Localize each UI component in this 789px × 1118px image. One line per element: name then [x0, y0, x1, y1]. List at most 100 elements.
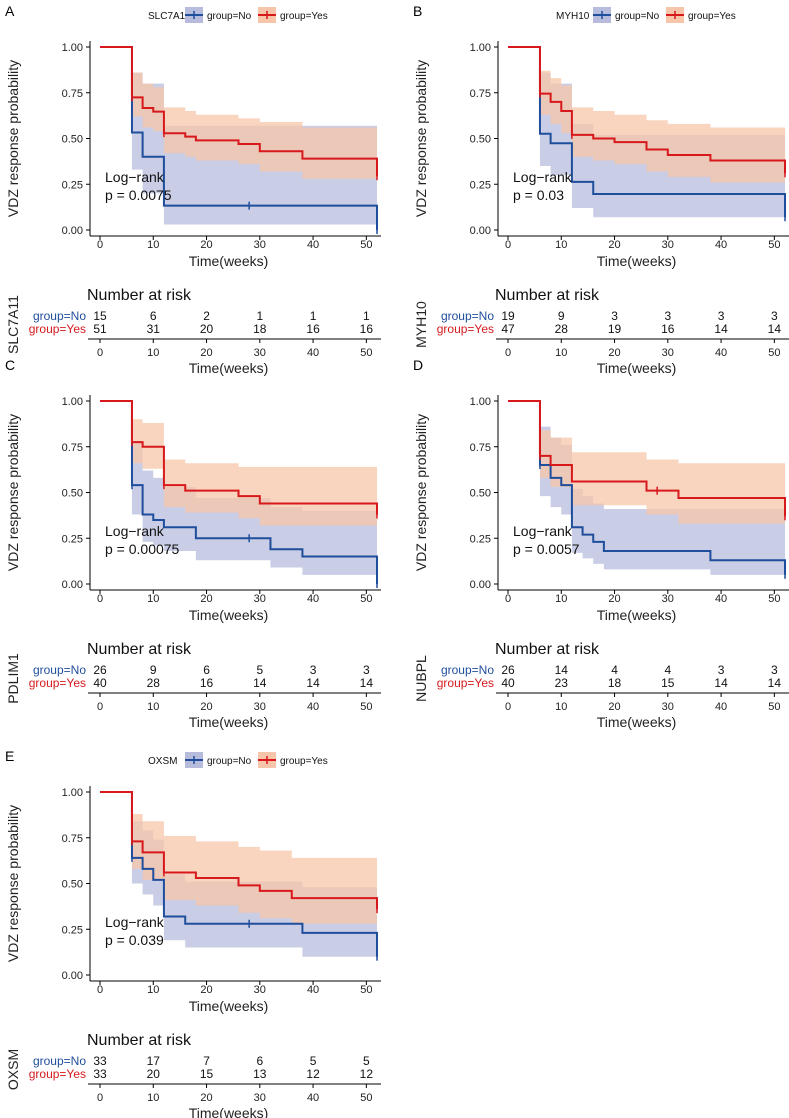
logrank-label: Log−rank: [513, 523, 573, 539]
risk-count: 14: [555, 663, 569, 677]
risk-count: 28: [147, 676, 161, 690]
risk-x-tick-label: 50: [360, 1092, 372, 1104]
risk-x-tick-label: 30: [662, 347, 674, 359]
x-tick-label: 50: [360, 984, 372, 996]
risk-x-tick-label: 0: [97, 701, 103, 713]
risk-x-tick-label: 10: [555, 701, 567, 713]
y-tick-label: 0.50: [470, 134, 491, 146]
risk-row-label-no: group=No: [33, 1054, 86, 1068]
panel-label: A: [5, 3, 15, 19]
risk-count: 14: [768, 322, 782, 336]
km-panel-d: D0.000.250.500.751.000 10 20 30 40 50Time(wee…: [413, 357, 789, 730]
x-tick-label: 30: [254, 984, 266, 996]
risk-x-tick-label: 0: [505, 701, 511, 713]
risk-count: 31: [147, 322, 161, 336]
y-tick-label: 0.75: [62, 88, 83, 100]
y-tick-label: 0.50: [470, 488, 491, 500]
risk-count: 19: [501, 309, 515, 323]
risk-count: 13: [253, 1067, 267, 1081]
y-axis-title: VDZ response probability: [413, 414, 429, 571]
risk-count: 40: [93, 676, 107, 690]
risk-x-tick-label: 20: [200, 701, 212, 713]
risk-x-axis-title: Time(weeks): [189, 360, 269, 376]
legend-entry-no: group=No: [207, 11, 252, 22]
y-tick-label: 0.00: [62, 970, 83, 982]
x-axis-title: Time(weeks): [189, 607, 269, 623]
risk-count: 28: [555, 322, 569, 336]
panel-label: E: [5, 748, 14, 764]
risk-count: 6: [256, 1054, 263, 1068]
risk-count: 5: [363, 1054, 370, 1068]
legend-entry-yes: group=Yes: [688, 11, 736, 22]
km-panel-b: B MYH10 group=No group=Yes0.000.250.500.751…: [413, 3, 789, 376]
x-tick-label: 0: [97, 984, 103, 996]
risk-count: 12: [306, 1067, 320, 1081]
y-tick-label: 0.00: [470, 579, 491, 591]
risk-count: 3: [771, 309, 778, 323]
risk-x-tick-label: 30: [254, 1092, 266, 1104]
risk-x-tick-label: 20: [200, 347, 212, 359]
km-curve-yes: [508, 46, 786, 174]
risk-count: 1: [363, 309, 370, 323]
x-tick-label: 0: [505, 593, 511, 605]
y-tick-label: 0.25: [470, 179, 491, 191]
legend-title: MYH10: [556, 11, 590, 22]
km-curve-yes: [100, 791, 378, 910]
risk-row-label-no: group=No: [441, 663, 494, 677]
x-tick-label: 10: [555, 593, 567, 605]
x-axis-title: Time(weeks): [597, 253, 677, 269]
y-axis-title: VDZ response probability: [5, 60, 21, 217]
x-tick-label: 40: [307, 593, 319, 605]
logrank-pvalue: p = 0.0075: [105, 187, 172, 203]
risk-strata-label: NUBPL: [413, 655, 429, 702]
risk-count: 3: [718, 309, 725, 323]
km-curve-no: [100, 791, 378, 957]
km-panel-c: C0.000.250.500.751.000 10 20 30 40 50Time(wee…: [5, 357, 381, 730]
x-axis-title: Time(weeks): [597, 607, 677, 623]
risk-x-tick-label: 30: [254, 701, 266, 713]
panel-label: C: [5, 357, 15, 373]
risk-x-axis-title: Time(weeks): [597, 360, 677, 376]
x-tick-label: 20: [608, 239, 620, 251]
risk-x-tick-label: 20: [608, 347, 620, 359]
risk-table-title: Number at risk: [87, 641, 192, 658]
km-curve-no: [508, 46, 786, 218]
risk-count: 9: [150, 663, 157, 677]
y-tick-label: 0.75: [470, 88, 491, 100]
y-axis-title: VDZ response probability: [413, 60, 429, 217]
risk-count: 9: [558, 309, 565, 323]
risk-strata-label: OXSM: [5, 1049, 21, 1090]
risk-count: 3: [363, 663, 370, 677]
risk-x-tick-label: 20: [608, 701, 620, 713]
ci-band-yes: [100, 401, 377, 530]
risk-count: 3: [771, 663, 778, 677]
panel-label: D: [413, 357, 423, 373]
risk-x-tick-label: 40: [307, 701, 319, 713]
risk-count: 20: [200, 322, 214, 336]
km-curve-yes: [100, 400, 378, 515]
x-tick-label: 30: [662, 239, 674, 251]
ci-band-no: [508, 401, 785, 575]
legend: SLC7A11 group=No group=Yes: [148, 7, 328, 23]
y-tick-label: 0.25: [62, 924, 83, 936]
risk-count: 23: [555, 676, 569, 690]
x-tick-label: 10: [147, 984, 159, 996]
logrank-pvalue: p = 0.0057: [513, 541, 580, 557]
risk-table-title: Number at risk: [495, 641, 600, 658]
risk-count: 5: [310, 1054, 317, 1068]
y-tick-label: 1.00: [62, 396, 83, 408]
y-tick-label: 0.50: [62, 879, 83, 891]
x-tick-label: 50: [360, 239, 372, 251]
risk-count: 4: [611, 663, 618, 677]
risk-x-tick-label: 10: [147, 701, 159, 713]
x-tick-label: 40: [307, 239, 319, 251]
risk-row-label-yes: group=Yes: [29, 676, 86, 690]
ci-band-yes: [508, 401, 785, 526]
logrank-label: Log−rank: [105, 169, 165, 185]
risk-count: 14: [253, 676, 267, 690]
risk-table-title: Number at risk: [87, 1032, 192, 1049]
risk-count: 14: [714, 322, 728, 336]
y-tick-label: 1.00: [62, 787, 83, 799]
risk-row-label-no: group=No: [441, 309, 494, 323]
risk-count: 15: [200, 1067, 214, 1081]
